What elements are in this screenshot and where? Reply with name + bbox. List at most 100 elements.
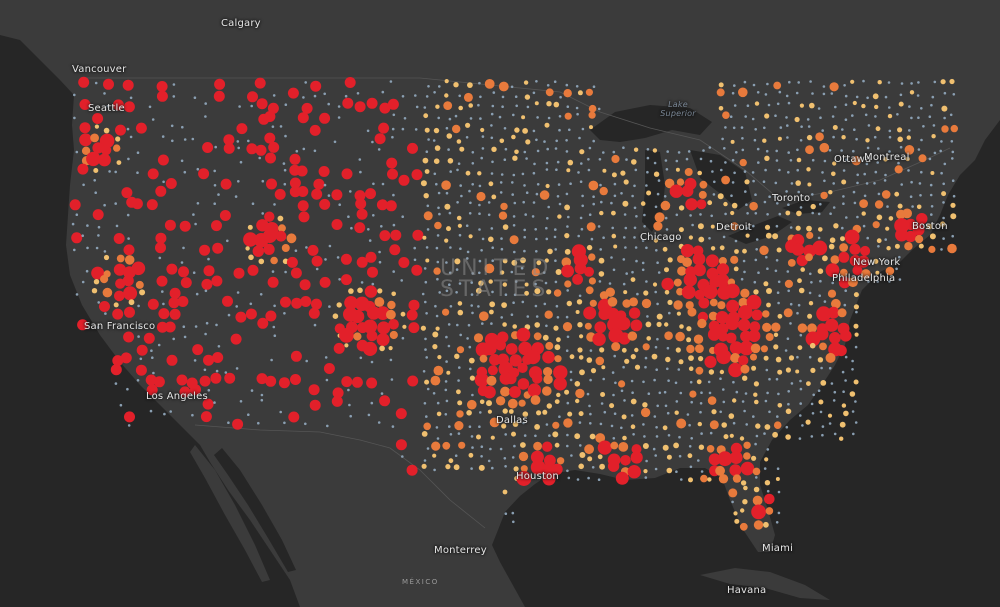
case-dot-low[interactable]: [350, 226, 353, 230]
case-dot-elevated[interactable]: [484, 263, 495, 274]
case-dot-low[interactable]: [162, 302, 165, 306]
case-dot-low[interactable]: [612, 268, 616, 272]
case-dot-low[interactable]: [449, 305, 453, 308]
case-dot-medium[interactable]: [662, 246, 668, 252]
case-dot-high[interactable]: [844, 229, 860, 245]
case-dot-low[interactable]: [656, 404, 659, 408]
case-dot-low[interactable]: [217, 193, 220, 196]
case-dot-medium[interactable]: [458, 105, 464, 111]
case-dot-low[interactable]: [465, 224, 469, 227]
case-dot-low[interactable]: [828, 366, 832, 370]
case-dot-high[interactable]: [287, 87, 299, 99]
case-dot-medium[interactable]: [733, 511, 738, 516]
case-dot-medium[interactable]: [465, 122, 471, 128]
case-dot-low[interactable]: [558, 202, 562, 206]
case-dot-low[interactable]: [413, 258, 417, 262]
case-dot-low[interactable]: [610, 201, 613, 205]
case-dot-medium[interactable]: [534, 322, 540, 328]
case-dot-low[interactable]: [565, 150, 569, 153]
case-dot-low[interactable]: [775, 521, 779, 524]
case-dot-low[interactable]: [554, 280, 558, 284]
case-dot-high[interactable]: [825, 318, 839, 332]
case-dot-low[interactable]: [732, 380, 735, 384]
case-dot-elevated[interactable]: [773, 81, 782, 90]
case-dot-high[interactable]: [630, 319, 643, 332]
case-dot-low[interactable]: [503, 457, 507, 460]
case-dot-elevated[interactable]: [563, 418, 573, 428]
case-dot-low[interactable]: [119, 403, 123, 407]
case-dot-low[interactable]: [366, 129, 370, 133]
case-dot-medium[interactable]: [432, 331, 439, 338]
case-dot-low[interactable]: [400, 279, 404, 282]
case-dot-low[interactable]: [864, 113, 868, 117]
case-dot-medium[interactable]: [652, 148, 658, 153]
case-dot-medium[interactable]: [905, 156, 910, 162]
case-dot-elevated[interactable]: [588, 277, 597, 285]
case-dot-low[interactable]: [207, 389, 211, 392]
case-dot-low[interactable]: [874, 170, 878, 174]
case-dot-elevated[interactable]: [543, 374, 553, 385]
case-dot-medium[interactable]: [467, 82, 473, 88]
case-dot-low[interactable]: [304, 422, 307, 426]
case-dot-medium[interactable]: [391, 291, 397, 297]
case-dot-low[interactable]: [449, 433, 453, 436]
case-dot-medium[interactable]: [422, 235, 427, 240]
case-dot-medium[interactable]: [444, 203, 451, 210]
case-dot-low[interactable]: [799, 402, 802, 405]
case-dot-low[interactable]: [534, 228, 537, 231]
case-dot-low[interactable]: [884, 173, 887, 177]
case-dot-low[interactable]: [784, 349, 788, 352]
case-dot-high[interactable]: [516, 327, 531, 342]
case-dot-low[interactable]: [829, 212, 832, 215]
case-dot-low[interactable]: [755, 434, 759, 438]
case-dot-low[interactable]: [152, 371, 155, 375]
case-dot-elevated[interactable]: [750, 343, 761, 354]
case-dot-high[interactable]: [340, 274, 352, 286]
case-dot-medium[interactable]: [488, 236, 494, 243]
case-dot-low[interactable]: [602, 151, 605, 154]
case-dot-elevated[interactable]: [693, 334, 704, 344]
case-dot-low[interactable]: [809, 80, 812, 83]
case-dot-high[interactable]: [99, 133, 115, 149]
case-dot-medium[interactable]: [810, 203, 816, 210]
case-dot-low[interactable]: [433, 468, 436, 472]
case-dot-low[interactable]: [598, 158, 602, 161]
case-dot-low[interactable]: [532, 171, 536, 175]
case-dot-low[interactable]: [523, 150, 527, 154]
case-dot-medium[interactable]: [115, 136, 121, 142]
case-dot-low[interactable]: [427, 85, 430, 88]
case-dot-medium[interactable]: [894, 243, 900, 249]
case-dot-high[interactable]: [310, 80, 322, 92]
case-dot-low[interactable]: [951, 150, 955, 154]
case-dot-medium[interactable]: [94, 124, 99, 129]
case-dot-elevated[interactable]: [721, 175, 730, 185]
case-dot-medium[interactable]: [850, 79, 855, 84]
case-dot-elevated[interactable]: [486, 375, 497, 386]
case-dot-low[interactable]: [500, 247, 504, 251]
case-dot-low[interactable]: [470, 293, 474, 296]
case-dot-high[interactable]: [377, 321, 391, 335]
case-dot-low[interactable]: [449, 170, 453, 173]
case-dot-high[interactable]: [156, 321, 168, 333]
case-dot-low[interactable]: [620, 192, 623, 195]
case-dot-low[interactable]: [426, 228, 430, 231]
case-dot-high[interactable]: [738, 355, 749, 366]
case-dot-low[interactable]: [766, 448, 770, 451]
case-dot-low[interactable]: [620, 389, 624, 393]
case-dot-medium[interactable]: [897, 127, 903, 133]
case-dot-high[interactable]: [220, 178, 232, 190]
case-dot-low[interactable]: [501, 105, 504, 108]
case-dot-low[interactable]: [666, 367, 669, 371]
case-dot-low[interactable]: [457, 379, 460, 382]
case-dot-low[interactable]: [487, 201, 491, 204]
case-dot-low[interactable]: [283, 182, 287, 186]
case-dot-low[interactable]: [457, 432, 461, 435]
case-dot-medium[interactable]: [897, 203, 903, 209]
case-dot-low[interactable]: [795, 91, 799, 95]
case-dot-medium[interactable]: [577, 90, 583, 96]
case-dot-medium[interactable]: [775, 477, 780, 481]
case-dot-elevated[interactable]: [476, 191, 486, 202]
case-dot-elevated[interactable]: [730, 353, 741, 363]
case-dot-elevated[interactable]: [456, 346, 465, 354]
case-dot-low[interactable]: [344, 94, 348, 98]
